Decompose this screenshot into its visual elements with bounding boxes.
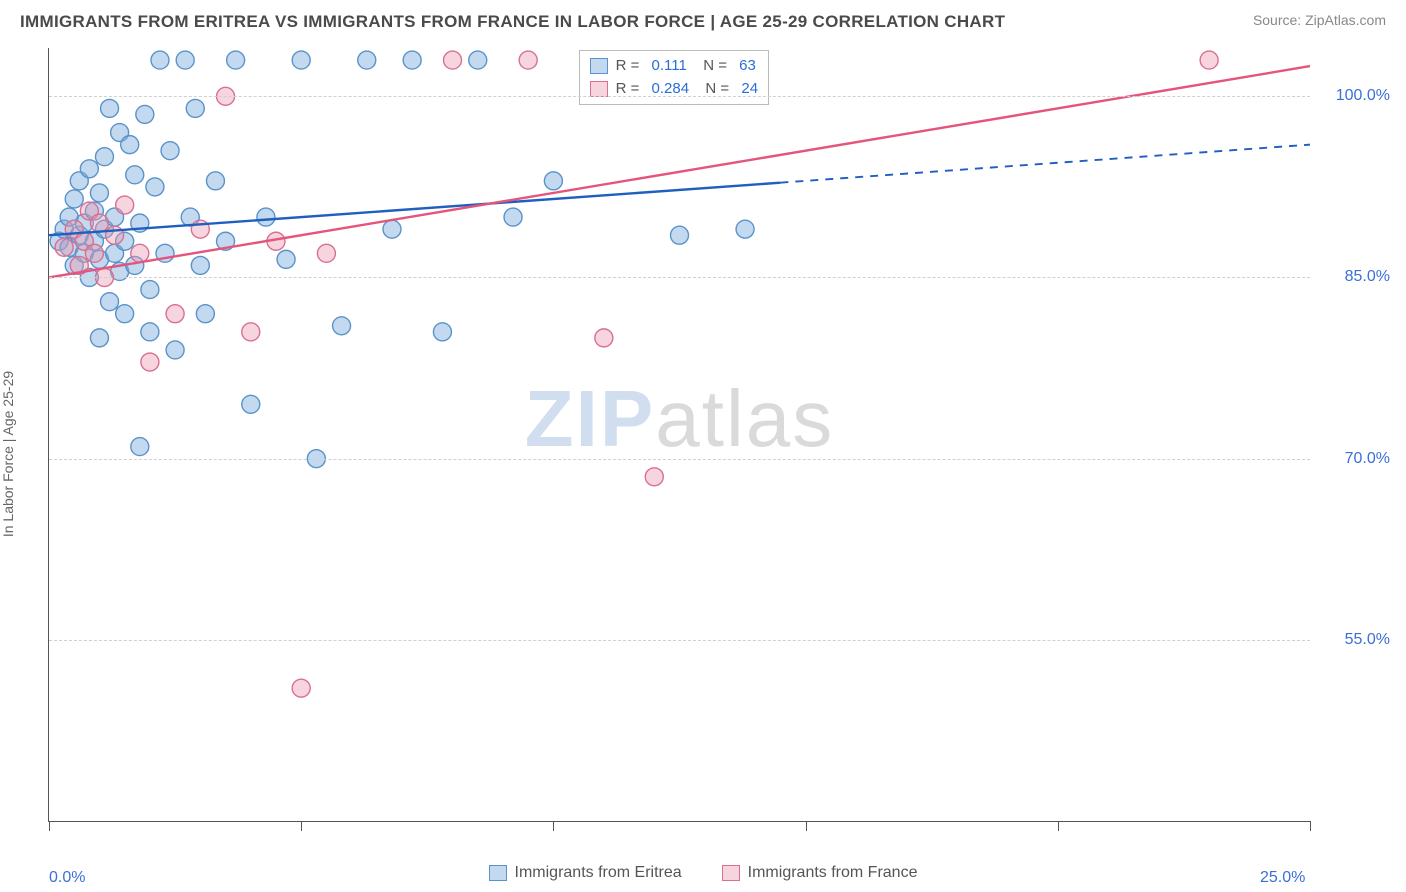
legend-swatch-france bbox=[722, 865, 740, 881]
x-tick bbox=[1310, 821, 1311, 831]
swatch-france bbox=[590, 81, 608, 97]
legend-swatch-eritrea bbox=[489, 865, 507, 881]
data-point-eritrea bbox=[141, 281, 159, 299]
data-point-france bbox=[1200, 51, 1218, 69]
data-point-eritrea bbox=[433, 323, 451, 341]
swatch-eritrea bbox=[590, 58, 608, 74]
data-point-eritrea bbox=[131, 438, 149, 456]
data-point-eritrea bbox=[504, 208, 522, 226]
x-tick bbox=[806, 821, 807, 831]
data-point-france bbox=[595, 329, 613, 347]
data-point-france bbox=[166, 305, 184, 323]
data-point-eritrea bbox=[151, 51, 169, 69]
data-point-eritrea bbox=[121, 136, 139, 154]
legend-label-eritrea: Immigrants from Eritrea bbox=[515, 864, 682, 882]
data-point-france bbox=[116, 196, 134, 214]
data-point-eritrea bbox=[90, 184, 108, 202]
data-point-eritrea bbox=[146, 178, 164, 196]
data-point-eritrea bbox=[126, 166, 144, 184]
data-point-eritrea bbox=[95, 148, 113, 166]
stat-n-label: N = bbox=[695, 55, 727, 78]
data-point-eritrea bbox=[191, 256, 209, 274]
data-point-eritrea bbox=[469, 51, 487, 69]
gridline-h bbox=[49, 640, 1310, 641]
data-point-france bbox=[519, 51, 537, 69]
x-tick bbox=[553, 821, 554, 831]
data-point-eritrea bbox=[206, 172, 224, 190]
y-tick-label: 70.0% bbox=[1320, 450, 1390, 468]
x-tick bbox=[49, 821, 50, 831]
source-attribution: Source: ZipAtlas.com bbox=[1253, 12, 1386, 28]
data-point-france bbox=[317, 244, 335, 262]
y-tick-label: 85.0% bbox=[1320, 268, 1390, 286]
data-point-eritrea bbox=[257, 208, 275, 226]
data-point-eritrea bbox=[227, 51, 245, 69]
data-point-eritrea bbox=[186, 99, 204, 117]
data-point-eritrea bbox=[141, 323, 159, 341]
gridline-h bbox=[49, 96, 1310, 97]
data-point-france bbox=[90, 214, 108, 232]
data-point-france bbox=[292, 679, 310, 697]
stat-n-value-eritrea[interactable]: 63 bbox=[735, 55, 756, 78]
data-point-france bbox=[444, 51, 462, 69]
legend-label-france: Immigrants from France bbox=[748, 864, 918, 882]
data-point-france bbox=[141, 353, 159, 371]
data-point-eritrea bbox=[544, 172, 562, 190]
data-point-eritrea bbox=[166, 341, 184, 359]
data-point-eritrea bbox=[333, 317, 351, 335]
data-point-eritrea bbox=[403, 51, 421, 69]
data-point-france bbox=[85, 244, 103, 262]
x-tick bbox=[1058, 821, 1059, 831]
y-tick-label: 100.0% bbox=[1320, 87, 1390, 105]
data-point-eritrea bbox=[242, 395, 260, 413]
data-point-eritrea bbox=[277, 250, 295, 268]
data-point-eritrea bbox=[383, 220, 401, 238]
y-tick-label: 55.0% bbox=[1320, 631, 1390, 649]
stats-legend-row-eritrea: R = 0.111 N = 63 bbox=[590, 55, 758, 78]
stat-r-value-eritrea[interactable]: 0.111 bbox=[647, 55, 686, 78]
gridline-h bbox=[49, 459, 1310, 460]
data-point-eritrea bbox=[116, 305, 134, 323]
data-point-eritrea bbox=[90, 329, 108, 347]
data-point-france bbox=[242, 323, 260, 341]
data-point-france bbox=[131, 244, 149, 262]
data-point-eritrea bbox=[736, 220, 754, 238]
data-point-france bbox=[55, 238, 73, 256]
data-point-france bbox=[645, 468, 663, 486]
data-point-eritrea bbox=[292, 51, 310, 69]
plot-svg bbox=[49, 48, 1310, 821]
data-point-eritrea bbox=[101, 99, 119, 117]
data-point-eritrea bbox=[101, 293, 119, 311]
x-tick bbox=[301, 821, 302, 831]
stat-r-label: R = bbox=[616, 55, 640, 78]
title-bar: IMMIGRANTS FROM ERITREA VS IMMIGRANTS FR… bbox=[0, 0, 1406, 42]
plot-area: ZIPatlas R = 0.111 N = 63R = 0.284 N = 2… bbox=[48, 48, 1310, 822]
y-axis-label: In Labor Force | Age 25-29 bbox=[0, 371, 16, 537]
trend-line-dash-eritrea bbox=[780, 145, 1310, 183]
data-point-eritrea bbox=[671, 226, 689, 244]
legend-item-eritrea[interactable]: Immigrants from Eritrea bbox=[489, 864, 682, 882]
legend-item-france[interactable]: Immigrants from France bbox=[722, 864, 918, 882]
data-point-eritrea bbox=[80, 160, 98, 178]
data-point-eritrea bbox=[196, 305, 214, 323]
chart-title: IMMIGRANTS FROM ERITREA VS IMMIGRANTS FR… bbox=[20, 12, 1005, 32]
data-point-eritrea bbox=[161, 142, 179, 160]
bottom-legend: Immigrants from Eritrea Immigrants from F… bbox=[0, 864, 1406, 882]
data-point-eritrea bbox=[358, 51, 376, 69]
data-point-eritrea bbox=[176, 51, 194, 69]
gridline-h bbox=[49, 277, 1310, 278]
data-point-eritrea bbox=[136, 105, 154, 123]
data-point-eritrea bbox=[65, 190, 83, 208]
